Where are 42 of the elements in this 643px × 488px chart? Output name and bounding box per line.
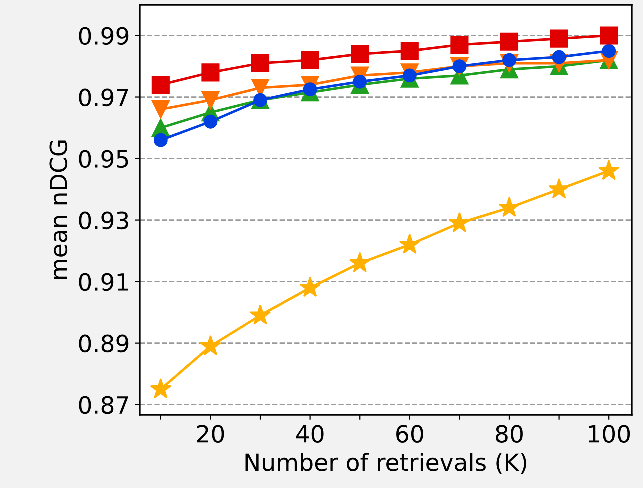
x-tick-label: 100	[589, 425, 630, 443]
point	[300, 276, 321, 298]
point	[154, 133, 168, 148]
y-tick-label: 0.87	[79, 396, 128, 414]
point	[350, 252, 371, 272]
point	[450, 36, 469, 54]
x-tick-label: 60	[396, 425, 424, 443]
point	[204, 114, 218, 129]
point	[353, 74, 368, 89]
point	[399, 234, 421, 254]
point	[152, 100, 170, 119]
point	[500, 32, 519, 51]
point	[250, 304, 272, 325]
point	[251, 54, 270, 72]
y-tick-label: 0.97	[79, 88, 128, 107]
x-tick-label: 80	[496, 425, 523, 443]
y-tick-label: 0.99	[79, 27, 129, 46]
x-tick-label: 40	[296, 425, 324, 443]
point	[449, 212, 470, 232]
y-axis-title: mean nDCG	[50, 140, 68, 280]
point	[402, 68, 417, 83]
point	[550, 30, 568, 48]
y-tick-label: 0.91	[79, 273, 128, 292]
y-tick-label: 0.93	[79, 212, 128, 230]
point	[351, 45, 370, 64]
x-tick-label: 20	[197, 425, 224, 443]
point	[598, 160, 620, 180]
point	[602, 44, 616, 58]
point	[150, 378, 172, 399]
point	[400, 42, 419, 60]
point	[152, 76, 170, 94]
point	[548, 178, 570, 199]
x-axis-title: Number of retrievals (K)	[246, 453, 527, 474]
point	[600, 26, 618, 45]
point	[202, 91, 220, 110]
point	[498, 196, 520, 218]
y-tick-label: 0.89	[79, 334, 129, 353]
point	[303, 82, 318, 97]
point	[200, 335, 222, 356]
point	[301, 51, 320, 70]
point	[202, 64, 220, 82]
y-tick-label: 0.95	[79, 150, 128, 168]
